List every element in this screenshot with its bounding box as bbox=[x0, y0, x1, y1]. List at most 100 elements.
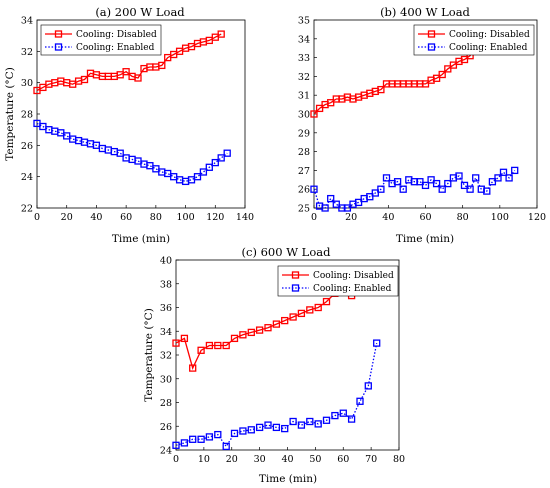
panel-b-ytick-label: 29 bbox=[298, 128, 310, 139]
panel-c-xtick-label: 20 bbox=[226, 454, 238, 465]
panel-c-legend-label-enabled: Cooling: Enabled bbox=[313, 284, 392, 294]
panel-c-legend-marker-enabled bbox=[291, 284, 300, 292]
panel-c-series-0-marker bbox=[281, 316, 289, 325]
panel-c-series-1-marker bbox=[239, 427, 247, 435]
panel-a-ytick-label: 34 bbox=[21, 16, 33, 27]
panel-c-series-1-marker bbox=[205, 433, 214, 441]
panel-c-series bbox=[172, 281, 381, 451]
panel-b-series-1-marker bbox=[343, 204, 352, 212]
panel-a-series-0-marker bbox=[134, 74, 142, 82]
panel-b-series bbox=[310, 35, 519, 212]
panel-b-series-1-marker bbox=[511, 166, 519, 175]
panel-a-series-1-marker bbox=[152, 165, 160, 173]
panel-b-xtick-label: 60 bbox=[419, 212, 431, 223]
panel-c-series-0-marker bbox=[230, 334, 239, 343]
panel-c-series-0-marker bbox=[297, 309, 306, 318]
panel-b-series-1-marker bbox=[427, 176, 435, 184]
panel-c-series-1-marker bbox=[222, 442, 230, 451]
panel-c-series-0-marker bbox=[197, 346, 205, 354]
panel-b-ytick-label: 28 bbox=[298, 147, 310, 158]
panel-a-ytick-label: 22 bbox=[21, 204, 33, 215]
panel-c-series-0-marker bbox=[239, 331, 247, 339]
panel-c-series-1-marker bbox=[373, 339, 381, 347]
panel-b-series-0-marker bbox=[421, 80, 430, 88]
panel-a-series-1-marker bbox=[205, 163, 213, 171]
panel-b-series-1-marker bbox=[466, 185, 474, 193]
panel-b-xtick-label: 80 bbox=[457, 212, 469, 223]
panel-b-ytick-label: 34 bbox=[298, 34, 310, 45]
panel-c-ytick-label: 28 bbox=[160, 398, 172, 409]
panel-b-xtick-label: 100 bbox=[491, 212, 509, 223]
panel-a-series-1-marker bbox=[116, 149, 124, 157]
panel-c-series-1-marker bbox=[180, 439, 189, 447]
panel-b-title: (b) 400 W Load bbox=[380, 5, 470, 19]
panel-c-series-0-marker bbox=[272, 320, 281, 328]
panel-c-ylabel: Temperature (°C) bbox=[143, 308, 155, 402]
panel-a-ytick-label: 32 bbox=[21, 47, 33, 58]
panel-b-legend: Cooling: Disabled Cooling: Enabled bbox=[413, 24, 535, 56]
panel-c-ytick-label: 36 bbox=[160, 303, 172, 314]
panel-b-xticks: 0 20 40 60 80 100 120 bbox=[311, 205, 546, 223]
panel-c-ytick-label: 26 bbox=[160, 422, 172, 433]
panel-a-xtick-label: 40 bbox=[90, 212, 102, 223]
panel-b-series-1-marker bbox=[494, 174, 502, 182]
panel-c-xtick-label: 50 bbox=[309, 454, 321, 465]
panel-a-xtick-label: 60 bbox=[120, 212, 132, 223]
panel-c-series-0-marker bbox=[255, 326, 264, 334]
panel-b-series-1-line bbox=[313, 170, 516, 209]
panel-c-xtick-label: 80 bbox=[393, 454, 405, 465]
panel-c-series-0-marker bbox=[322, 297, 331, 306]
panel-b-xtick-label: 20 bbox=[345, 212, 357, 223]
panel-b-ytick-label: 25 bbox=[298, 204, 310, 215]
panel-b-legend-label-enabled: Cooling: Enabled bbox=[449, 43, 528, 53]
panel-a-series-0-marker bbox=[217, 30, 225, 38]
panel-b-series-1-marker bbox=[366, 193, 374, 201]
panel-b-series-0-marker bbox=[460, 55, 469, 64]
panel-c-series-1-marker bbox=[356, 397, 364, 405]
panel-b-series-1-marker bbox=[438, 185, 446, 193]
panel-c-xtick-label: 10 bbox=[198, 454, 210, 465]
panel-b-legend-marker-disabled bbox=[427, 30, 436, 38]
panel-c-ytick-label: 34 bbox=[160, 327, 172, 338]
panel-b-series-1-marker bbox=[460, 181, 469, 190]
panel-b-xtick-label: 120 bbox=[528, 212, 546, 223]
panel-c-series-0-marker bbox=[205, 341, 214, 350]
panel-b-xtick-label: 40 bbox=[382, 212, 394, 223]
panel-b-series-1-marker bbox=[416, 178, 424, 186]
panel-c-ytick-label: 30 bbox=[160, 374, 172, 385]
panel-b-series-1-marker bbox=[393, 178, 402, 186]
panel-b-series-1-marker bbox=[399, 185, 407, 193]
panel-c-series-1-marker bbox=[172, 441, 180, 449]
panel-c-series-1-line bbox=[175, 342, 378, 448]
panel-c-series-0-marker bbox=[264, 324, 272, 332]
panel-b-series-0-marker bbox=[310, 110, 318, 118]
panel-a-xtick-label: 100 bbox=[177, 212, 195, 223]
panel-c-series-1-marker bbox=[289, 417, 297, 426]
panel-b-series-1-marker bbox=[421, 181, 430, 190]
panel-a-series-0-marker bbox=[122, 68, 130, 76]
panel-c-series-1-marker bbox=[347, 415, 356, 423]
panel-c-series-1-marker bbox=[214, 430, 222, 439]
panel-b-ytick-label: 32 bbox=[298, 72, 310, 83]
panel-c-ytick-label: 40 bbox=[160, 256, 172, 267]
panel-b-series-1-marker bbox=[354, 198, 363, 207]
panel-a: (a) 200 W Load 0 20 40 60 80 100 120 140 22 24 26… bbox=[4, 5, 254, 245]
panel-c-yticks: 24 26 28 30 32 34 36 38 40 bbox=[160, 256, 179, 457]
panel-b-ytick-label: 26 bbox=[298, 185, 310, 196]
panel-c-xticks: 0 10 20 30 40 50 60 70 80 bbox=[173, 447, 405, 465]
panel-b-series-1-marker bbox=[310, 185, 318, 193]
panel-b-series-1-marker bbox=[444, 179, 452, 188]
panel-b-ytick-label: 30 bbox=[298, 110, 310, 121]
panel-a-series-1-marker bbox=[193, 173, 202, 181]
panel-b-series-0-marker bbox=[432, 74, 441, 82]
panel-a-series-0-marker bbox=[158, 61, 166, 70]
panel-b-series-1-marker bbox=[455, 172, 463, 180]
panel-a-ytick-label: 28 bbox=[21, 110, 33, 121]
panel-a-yticks: 22 24 26 28 30 32 34 bbox=[21, 16, 40, 215]
panel-c-series-1-marker bbox=[264, 421, 272, 429]
panel-b-series-0-marker bbox=[444, 65, 452, 73]
panel-a-series-1-marker bbox=[175, 176, 184, 184]
panel-c-series-1-marker bbox=[314, 420, 322, 428]
panel-b-series-1-marker bbox=[321, 204, 329, 212]
